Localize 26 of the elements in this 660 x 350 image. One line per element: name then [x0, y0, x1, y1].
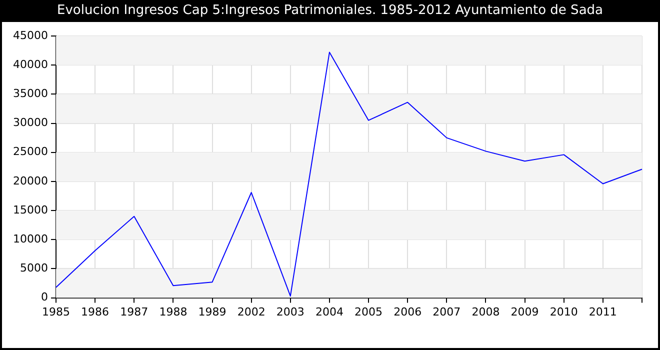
x-tick-label: 2004	[315, 305, 344, 318]
x-tick-label: 1989	[198, 305, 226, 318]
y-tick-label: 15000	[12, 203, 48, 216]
x-tick-label: 2006	[394, 305, 422, 318]
x-tick-label: 1986	[81, 305, 110, 318]
x-tick-label: 2002	[237, 305, 266, 318]
y-tick-label: 5000	[20, 262, 48, 275]
x-tick-label: 2009	[510, 305, 539, 318]
y-tick-label: 0	[40, 290, 48, 304]
y-tick-label: 20000	[12, 174, 48, 188]
x-tick-label: 2010	[550, 305, 578, 318]
y-tick-label: 25000	[12, 145, 48, 158]
x-tick-label: 2011	[588, 305, 617, 318]
x-tick-label: 1985	[42, 305, 70, 318]
y-tick-label: 10000	[12, 232, 48, 246]
x-tick-label: 2008	[472, 305, 500, 318]
y-tick-label: 30000	[12, 116, 48, 130]
y-tick-label: 40000	[12, 58, 48, 71]
y-tick-label: 35000	[12, 87, 48, 100]
x-tick-label: 2005	[354, 305, 383, 318]
x-tick-label: 2003	[276, 305, 304, 318]
x-tick-label: 1987	[120, 305, 148, 318]
x-tick-label: 2007	[432, 305, 461, 318]
y-tick-label: 45000	[12, 28, 48, 42]
x-tick-label: 1988	[159, 305, 188, 318]
chart-title: Evolucion Ingresos Cap 5:Ingresos Patrimoniales. 1985-2012 Ayuntamiento de Sada	[56, 2, 604, 20]
